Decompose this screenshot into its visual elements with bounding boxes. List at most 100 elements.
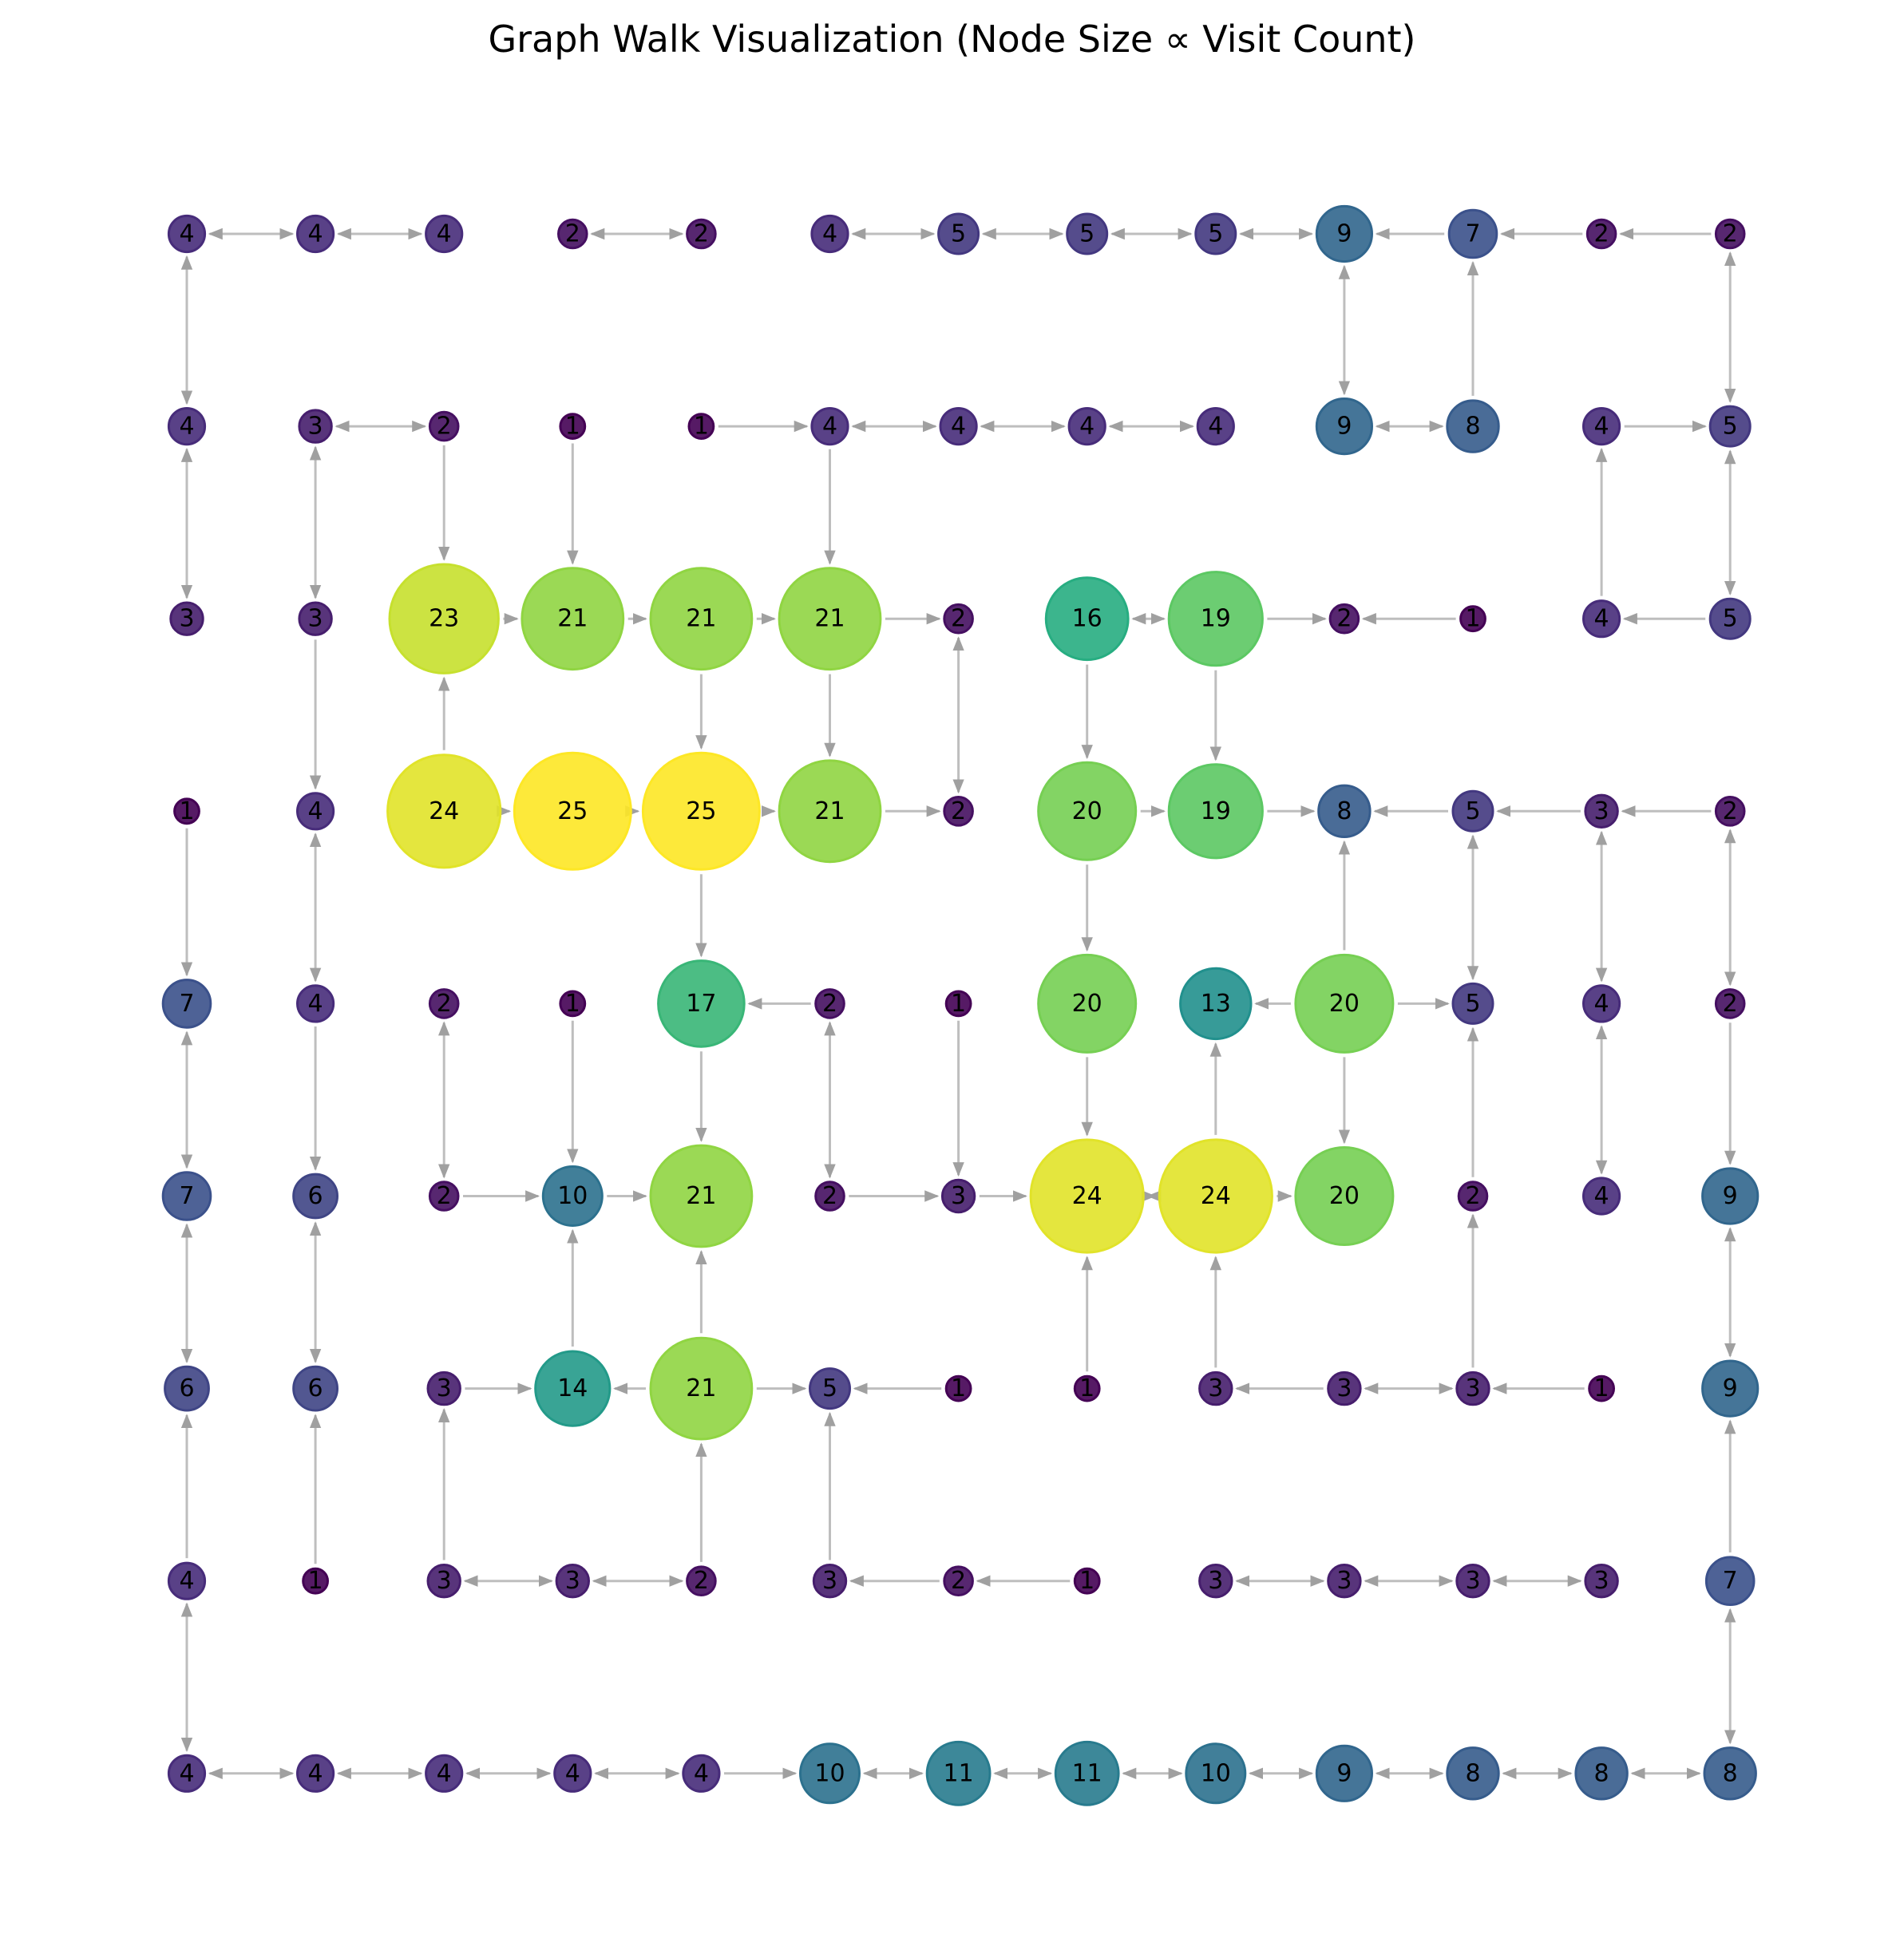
node-visit-count-label: 1 — [308, 1567, 323, 1595]
node-visit-count-label: 4 — [437, 220, 452, 248]
node-visit-count-label: 2 — [694, 220, 709, 248]
node-r3-c6: 2 — [943, 796, 974, 827]
node-circle — [167, 1754, 207, 1793]
node-r1-c6: 4 — [939, 406, 978, 446]
node-r2-c9: 2 — [1328, 603, 1360, 635]
edge-layer — [180, 227, 1736, 1780]
node-visit-count-label: 3 — [1594, 797, 1609, 825]
node-visit-count-label: 1 — [694, 413, 709, 441]
node-visit-count-label: 5 — [1723, 605, 1738, 633]
node-circle — [1446, 1746, 1500, 1801]
node-visit-count-label: 4 — [565, 1759, 580, 1787]
node-circle — [939, 406, 978, 446]
node-visit-count-label: 3 — [565, 1567, 580, 1595]
node-circle — [1584, 1564, 1619, 1599]
node-visit-count-label: 4 — [179, 220, 194, 248]
node-r3-c12: 2 — [1714, 796, 1746, 827]
node-circle — [557, 218, 588, 250]
node-circle — [555, 1564, 590, 1599]
node-visit-count-label: 3 — [951, 1182, 966, 1210]
node-visit-count-label: 17 — [686, 990, 716, 1018]
node-r7-c11: 3 — [1584, 1564, 1619, 1599]
node-circle — [386, 753, 502, 869]
node-circle — [428, 1181, 460, 1212]
node-circle — [1701, 1359, 1760, 1418]
node-visit-count-label: 1 — [1079, 1567, 1095, 1595]
node-r0-c11: 2 — [1585, 218, 1617, 250]
node-circle — [296, 984, 335, 1023]
node-circle — [1167, 571, 1264, 667]
node-visit-count-label: 21 — [814, 605, 845, 633]
node-r0-c3: 2 — [557, 218, 588, 250]
node-visit-count-label: 5 — [1465, 797, 1480, 825]
node-circle — [1327, 1564, 1362, 1599]
node-r0-c10: 7 — [1447, 208, 1498, 259]
node-visit-count-label: 4 — [437, 1759, 452, 1787]
node-visit-count-label: 2 — [1723, 220, 1738, 248]
node-r4-c8: 13 — [1179, 967, 1253, 1041]
node-visit-count-label: 6 — [308, 1182, 323, 1210]
node-r1-c8: 4 — [1196, 406, 1235, 446]
node-r4-c4: 17 — [657, 959, 746, 1048]
node-r4-c12: 2 — [1714, 988, 1746, 1019]
node-visit-count-label: 4 — [1208, 413, 1223, 441]
node-r6-c7: 1 — [1073, 1374, 1101, 1402]
node-r1-c11: 4 — [1582, 406, 1621, 446]
node-circle — [687, 413, 715, 440]
node-visit-count-label: 4 — [308, 1759, 323, 1787]
node-circle — [1457, 1181, 1489, 1212]
node-r1-c4: 1 — [687, 413, 715, 441]
node-visit-count-label: 16 — [1072, 605, 1102, 633]
node-r3-c5: 21 — [778, 759, 882, 864]
node-circle — [1196, 406, 1235, 446]
node-visit-count-label: 3 — [308, 605, 323, 633]
node-r4-c10: 5 — [1451, 982, 1494, 1025]
node-r2-c3: 21 — [521, 567, 625, 671]
node-circle — [426, 1370, 461, 1406]
node-r2-c5: 21 — [778, 567, 882, 671]
node-r3-c8: 19 — [1167, 763, 1264, 860]
node-r5-c2: 2 — [428, 1181, 460, 1212]
node-visit-count-label: 4 — [308, 797, 323, 825]
node-circle — [641, 751, 761, 871]
node-visit-count-label: 3 — [179, 605, 194, 633]
node-r3-c7: 20 — [1037, 761, 1138, 861]
node-circle — [649, 567, 754, 671]
node-circle — [1582, 1177, 1621, 1216]
node-r6-c0: 6 — [164, 1365, 210, 1412]
node-r0-c6: 5 — [937, 212, 980, 255]
node-circle — [1708, 597, 1752, 640]
node-circle — [943, 603, 974, 635]
node-circle — [1455, 1370, 1490, 1406]
node-circle — [1582, 984, 1621, 1023]
node-r6-c6: 1 — [944, 1374, 972, 1402]
node-circle — [173, 797, 200, 825]
node-r5-c6: 3 — [940, 1178, 976, 1214]
node-r5-c11: 4 — [1582, 1177, 1621, 1216]
node-r8-c9: 9 — [1315, 1744, 1374, 1802]
node-circle — [426, 1564, 461, 1599]
node-r4-c11: 4 — [1582, 984, 1621, 1023]
node-circle — [1451, 789, 1494, 833]
node-visit-count-label: 2 — [1465, 1182, 1480, 1210]
node-visit-count-label: 4 — [1594, 413, 1609, 441]
node-r2-c8: 19 — [1167, 571, 1264, 667]
node-r8-c1: 4 — [296, 1754, 335, 1793]
node-r4-c5: 2 — [814, 988, 845, 1019]
node-r2-c0: 3 — [169, 601, 204, 636]
node-r6-c2: 3 — [426, 1370, 461, 1406]
node-r0-c1: 4 — [296, 214, 335, 254]
node-r7-c0: 4 — [167, 1561, 207, 1600]
node-visit-count-label: 24 — [1201, 1182, 1231, 1210]
node-circle — [937, 212, 980, 255]
node-visit-count-label: 21 — [557, 605, 588, 633]
node-visit-count-label: 6 — [308, 1374, 323, 1402]
node-r0-c0: 4 — [167, 214, 207, 254]
node-visit-count-label: 4 — [179, 1759, 194, 1787]
node-visit-count-label: 19 — [1201, 605, 1231, 633]
node-r7-c10: 3 — [1455, 1564, 1490, 1599]
node-r5-c7: 24 — [1029, 1138, 1145, 1254]
node-circle — [1459, 605, 1486, 633]
node-circle — [1703, 1746, 1757, 1801]
node-visit-count-label: 6 — [179, 1374, 194, 1402]
